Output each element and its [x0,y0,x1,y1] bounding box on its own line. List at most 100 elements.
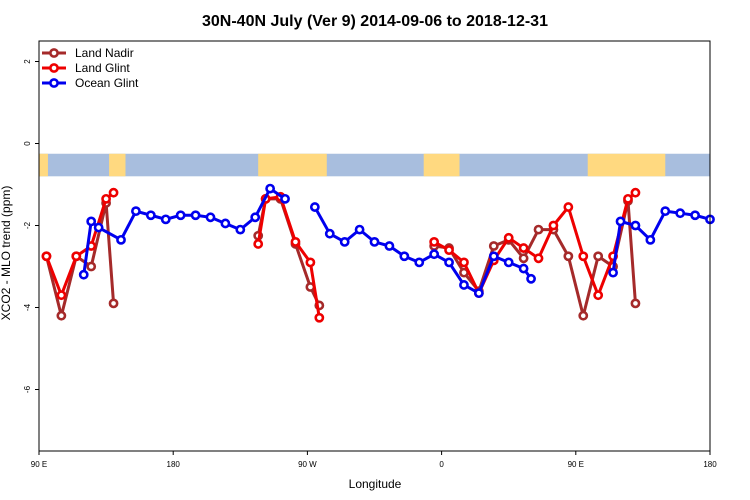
series-2-point-2-4 [660,206,671,217]
x-axis-label: Longitude [349,477,402,491]
series-2-point-0-3 [116,234,126,245]
series-2-point-1-10 [459,280,469,290]
x-tick-label-4: 90 E [568,460,584,469]
land-ocean-strip [39,153,710,177]
series-2-point-1-13 [503,257,514,268]
series-2-point-1-15 [526,273,536,284]
y-tick-label-0: 2 [23,59,32,64]
series-1-point-0-4 [101,193,111,204]
series-0-point-2-11 [593,251,604,262]
x-tick-label-1: 180 [167,460,181,469]
y-axis-label: XCO2 - MLO trend (ppm) [0,186,13,321]
land-block-4 [587,153,666,177]
series-1-point-2-0 [429,236,440,247]
series-1-point-0-1 [56,290,67,301]
y-tick-label-4: -6 [23,385,32,393]
series-2-line-1 [313,206,533,295]
series-2 [78,183,715,299]
series-0-point-0-5 [108,298,119,309]
series-2-point-0-11 [235,224,246,235]
series-1-line-1 [256,195,321,318]
series-0-point-2-7 [533,224,544,235]
land-block-2 [258,153,327,177]
series-1-point-1-5 [314,312,325,323]
series-2-point-1-8 [429,249,440,260]
series-1-point-2-2 [459,257,469,268]
series-1-point-0-5 [108,187,119,198]
y-axis: 2 0 -2 -4 -6 [23,59,39,393]
series-2-line-0 [82,187,286,275]
legend-marker-1 [49,63,59,73]
series-1-point-1-4 [305,257,316,268]
series-2-point-1-1 [324,228,335,239]
series-1-point-1-0 [253,239,264,249]
land-block-1 [109,153,126,177]
series-2-point-0-6 [160,214,171,225]
series-2-point-1-11 [473,288,484,299]
series-2-point-2-2 [630,220,641,231]
series-2-point-0-7 [175,210,186,221]
land-block-0 [39,153,48,177]
series-2-point-0-8 [190,210,201,221]
series-0-point-0-1 [56,310,67,321]
series-0-point-2-6 [518,253,529,264]
series-2-point-1-5 [384,241,395,251]
legend-label-0: Land Nadir [75,46,134,60]
x-axis: 90 E 180 90 W 0 90 E 180 [31,451,717,469]
series-2-point-1-4 [369,236,380,247]
series-2-point-2-6 [690,210,700,221]
ocean-band [39,153,710,177]
series-2-point-2-5 [675,208,686,219]
legend-label-1: Land Glint [75,61,130,75]
series-0-point-2-14 [630,298,641,309]
series-1-point-2-9 [563,202,574,212]
plot-frame [38,40,711,452]
series-2-point-1-9 [444,257,454,268]
series-2-line-2 [611,209,711,273]
x-tick-label-5: 180 [703,460,717,469]
series-2-point-0-5 [145,210,156,221]
y-tick-label-3: -4 [23,303,32,311]
y-tick-label-1: 0 [23,141,32,146]
series-2-point-2-0 [608,267,618,278]
series-2-point-0-4 [131,206,141,217]
series-0-point-2-10 [578,310,589,321]
series-0-point-2-9 [563,251,574,262]
series-0-point-0-3 [86,261,97,272]
series-1-point-2-10 [578,251,589,262]
series-2-point-0-1 [86,216,97,227]
series-2-point-2-3 [645,234,656,245]
series-1-point-2-7 [533,253,544,264]
series-1-point-2-14 [630,187,641,198]
x-tick-label-2: 90 W [298,460,317,469]
series-1-point-1-3 [290,236,301,247]
series-0-point-2-4 [488,241,499,251]
series-1-point-2-5 [503,232,514,243]
chart-title: 30N-40N July (Ver 9) 2014-09-06 to 2018-… [202,13,548,30]
series-2-point-0-13 [265,183,276,194]
series-1-point-2-11 [593,290,604,301]
series-2-point-1-14 [518,263,529,274]
land-block-3 [423,153,460,177]
series-1-point-0-0 [41,251,52,262]
series-2-point-1-12 [488,251,499,262]
legend-marker-2 [49,78,59,88]
y-tick-label-2: -2 [23,221,32,229]
x-tick-label-0: 90 E [31,460,47,469]
series-1-point-2-1 [444,245,454,255]
series-2-point-0-2 [93,222,104,233]
series-2-point-1-7 [414,257,425,268]
series-1-point-2-13 [623,193,633,204]
series-1-point-2-6 [518,243,529,253]
x-tick-label-3: 0 [439,460,444,469]
series-1-line-0 [45,191,115,297]
series-2-point-1-2 [339,236,350,247]
series-2-point-1-6 [399,251,410,262]
series-2-point-0-10 [220,218,231,229]
series-2-point-0-12 [250,212,261,223]
series-2-point-0-14 [280,193,290,204]
legend-marker-0 [49,48,59,58]
series-0-line-0 [45,201,116,318]
